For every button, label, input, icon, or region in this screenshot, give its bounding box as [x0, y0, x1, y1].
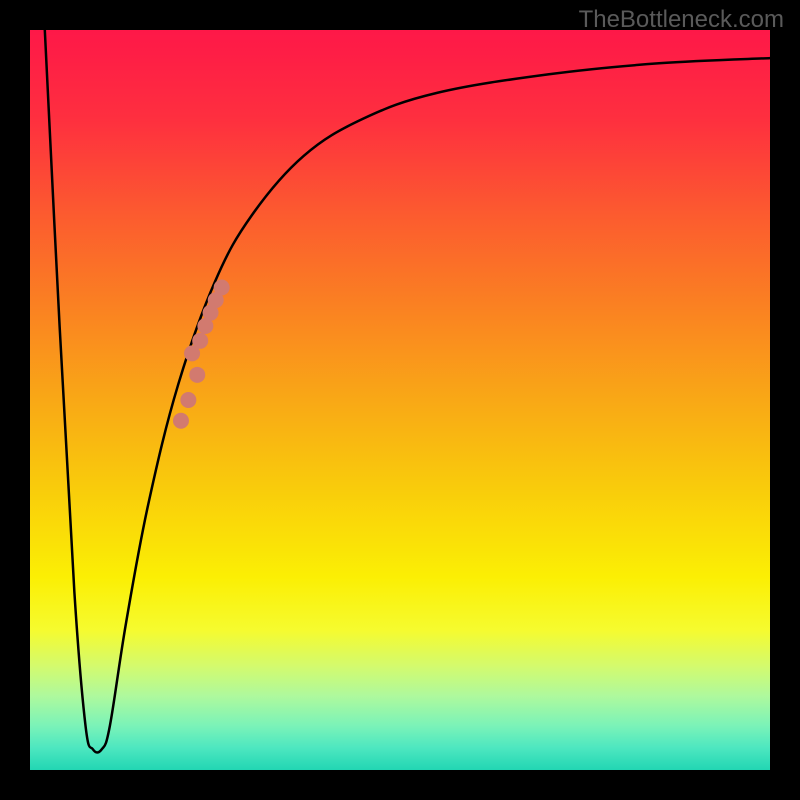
- chart-stage: TheBottleneck.com: [0, 0, 800, 800]
- watermark-text: TheBottleneck.com: [579, 6, 784, 34]
- marker-point: [214, 280, 230, 296]
- marker-point: [192, 333, 208, 349]
- marker-point: [173, 413, 189, 429]
- marker-point: [189, 367, 205, 383]
- chart-svg: [0, 0, 800, 800]
- marker-point: [180, 392, 196, 408]
- plot-area: [30, 30, 770, 770]
